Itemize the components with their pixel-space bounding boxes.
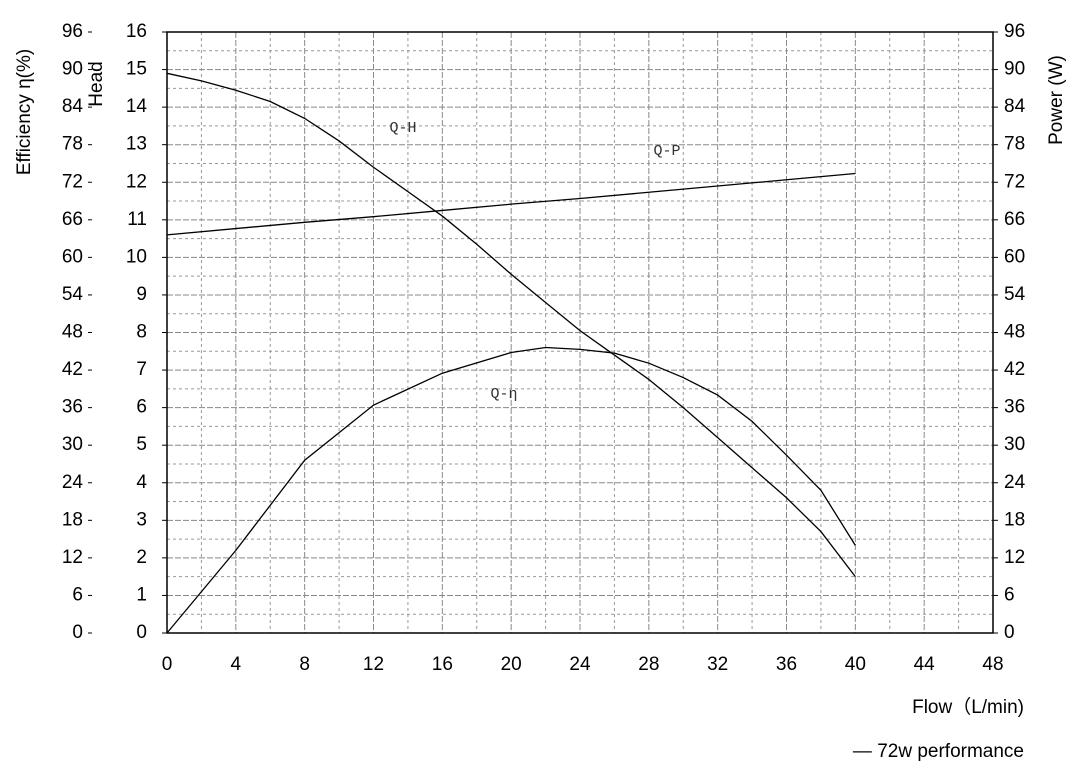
y2-tick-label: 42	[1004, 359, 1025, 380]
curve	[166, 72, 856, 578]
y2-tick-label: 0	[1004, 622, 1015, 643]
y-tick-label: 10	[126, 246, 147, 267]
y2-tick-label: 18	[1004, 509, 1025, 530]
y-tick-label: 11	[127, 209, 147, 230]
curve	[166, 172, 856, 236]
y-tick-label: 6	[136, 397, 147, 418]
x-tick-label: 16	[432, 654, 453, 675]
y2-tick-label: 66	[1004, 209, 1025, 230]
y-tick-label: 16	[126, 21, 147, 42]
y-tick-label: 15	[126, 59, 147, 80]
y2-axis-title: Power (W)	[1046, 55, 1067, 145]
y2-tick-label: 30	[1004, 434, 1025, 455]
y3-tick-label: 78	[62, 134, 83, 155]
y3-tick-label: 54	[62, 284, 84, 305]
y3-tick-label: 6	[72, 584, 83, 605]
curve	[166, 346, 856, 634]
y2-tick-label: 54	[1004, 284, 1026, 305]
x-tick-label: 48	[982, 654, 1003, 675]
y3-tick-label: 72	[62, 171, 83, 192]
y2-tick-label: 78	[1004, 134, 1025, 155]
y-tick-label: 12	[126, 171, 147, 192]
y2-tick-label: 36	[1004, 397, 1025, 418]
y2-tick-label: 60	[1004, 246, 1025, 267]
x-axis-title: Flow（L/min)	[912, 696, 1024, 718]
y-tick-label: 13	[126, 134, 147, 155]
x-tick-label: 24	[569, 654, 591, 675]
x-tick-label: 36	[776, 654, 797, 675]
y2-tick-label: 24	[1004, 472, 1026, 493]
y3-tick-label: 36	[62, 397, 83, 418]
y3-tick-label: 18	[62, 509, 83, 530]
y-tick-label: 9	[136, 284, 147, 305]
y3-tick-label: 84	[62, 96, 84, 117]
y2-tick-label: 84	[1004, 96, 1026, 117]
y3-axis-title: Efficiency η(%)	[14, 49, 35, 175]
curve-label: Q-P	[653, 143, 680, 160]
y-tick-label: 5	[136, 434, 147, 455]
x-tick-label: 8	[299, 654, 310, 675]
y2-tick-label: 96	[1004, 21, 1025, 42]
x-tick-label: 12	[363, 654, 384, 675]
y3-tick-label: 90	[62, 59, 83, 80]
y-tick-label: 7	[136, 359, 147, 380]
y-tick-label: 8	[136, 322, 147, 343]
curve-label: Q-H	[389, 120, 416, 137]
y3-tick-label: 60	[62, 246, 83, 267]
y3-tick-label: 42	[62, 359, 83, 380]
y3-tick-label: 24	[62, 472, 84, 493]
plot-frame	[166, 31, 994, 634]
x-tick-label: 0	[162, 654, 173, 675]
y3-tick-label: 12	[62, 547, 83, 568]
y-tick-label: 14	[126, 96, 148, 117]
y2-tick-label: 12	[1004, 547, 1025, 568]
x-tick-label: 4	[231, 654, 242, 675]
y3-tick-label: 30	[62, 434, 83, 455]
y-tick-label: 0	[136, 622, 147, 643]
x-tick-label: 28	[638, 654, 659, 675]
y3-tick-label: 96	[62, 21, 83, 42]
x-tick-label: 20	[501, 654, 522, 675]
y2-tick-label: 72	[1004, 171, 1025, 192]
x-tick-label: 32	[707, 654, 728, 675]
y-axis-title: Head	[86, 61, 107, 106]
y-tick-label: 4	[136, 472, 147, 493]
curve-label: Q-η	[490, 386, 517, 403]
y3-tick-label: 66	[62, 209, 83, 230]
x-tick-label: 44	[914, 654, 936, 675]
y2-tick-label: 6	[1004, 584, 1015, 605]
caption: — 72w performance	[853, 741, 1024, 762]
y2-tick-label: 90	[1004, 59, 1025, 80]
y3-tick-label: 0	[72, 622, 83, 643]
y-tick-label: 3	[136, 509, 147, 530]
y-tick-label: 2	[136, 547, 147, 568]
x-tick-label: 40	[845, 654, 866, 675]
y-tick-label: 1	[136, 584, 147, 605]
y3-tick-label: 48	[62, 322, 83, 343]
y2-tick-label: 48	[1004, 322, 1025, 343]
